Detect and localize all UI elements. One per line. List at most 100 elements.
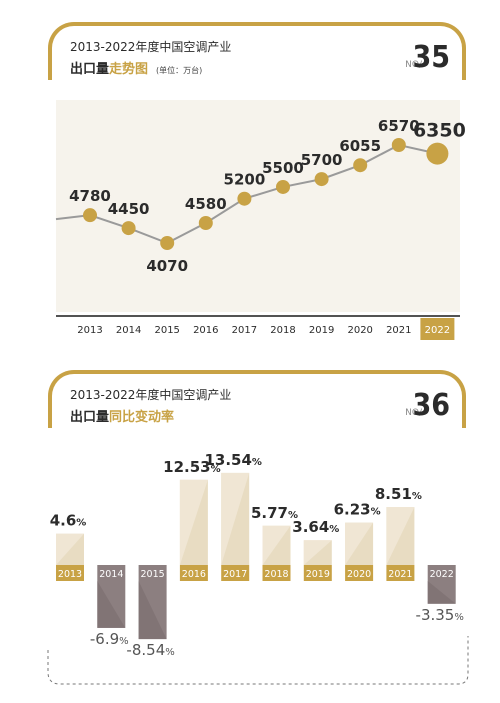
chart-number: 35 — [412, 40, 450, 75]
data-label: 4780 — [69, 187, 111, 205]
data-point — [391, 138, 406, 152]
category-tag — [56, 565, 84, 581]
value-unit: % — [288, 510, 298, 521]
x-tick-label: 2022 — [425, 325, 450, 336]
category-tag — [221, 565, 250, 581]
value-label: 4.6% — [50, 512, 87, 530]
header-title-accent: 同比变动率 — [109, 410, 175, 425]
value-label: 12.53% — [163, 458, 220, 476]
x-tick-label: 2018 — [270, 325, 295, 336]
data-point — [121, 221, 136, 236]
no-label: NO/ — [405, 408, 422, 418]
data-point — [426, 142, 449, 165]
bar-shade — [221, 472, 250, 565]
category-label: 2013 — [58, 569, 82, 580]
category-tag — [179, 565, 208, 581]
category-tag — [427, 565, 456, 581]
bar-shade — [262, 525, 291, 565]
data-label: 4070 — [146, 257, 188, 275]
bar-shade — [345, 522, 374, 565]
x-tick-label: 2020 — [347, 325, 372, 336]
category-label: 2015 — [141, 569, 165, 580]
data-point — [276, 179, 290, 194]
category-label: 2018 — [264, 569, 288, 580]
value-label: 6.23% — [334, 501, 381, 519]
bar-shade — [427, 581, 456, 604]
data-label: 5700 — [301, 151, 343, 169]
x-tick-label: 2014 — [116, 325, 141, 336]
category-tag — [386, 565, 415, 581]
value-number: -8.54 — [126, 641, 165, 659]
chart-number: 36 — [412, 388, 450, 423]
highlight-tick-bg — [420, 318, 455, 340]
x-tick-label: 2013 — [77, 325, 102, 336]
header-title-main: 出口量 — [70, 410, 110, 425]
line-chart-background — [56, 100, 460, 312]
header-title-main: 出口量 — [70, 62, 110, 77]
bar-shade — [138, 581, 167, 640]
x-tick-label: 2019 — [309, 325, 334, 336]
category-tag — [303, 565, 332, 581]
bar-shade — [303, 540, 332, 565]
dashed-bracket — [47, 636, 469, 685]
header-title: 出口量同比变动率 — [70, 406, 174, 425]
category-label: 2022 — [430, 569, 454, 580]
category-tag — [262, 565, 291, 581]
value-label: 13.54% — [204, 451, 261, 469]
value-unit: % — [211, 464, 221, 475]
value-label: -3.35% — [416, 606, 464, 624]
value-number: 12.53 — [163, 458, 210, 476]
x-tick-label: 2015 — [154, 325, 179, 336]
no-label: NO/ — [405, 60, 422, 70]
data-point — [160, 236, 175, 250]
header-subtitle: 2013-2022年度中国空调产业 — [70, 40, 232, 54]
category-label: 2017 — [223, 569, 247, 580]
value-number: -3.35 — [416, 606, 455, 624]
value-number: -6.9 — [90, 630, 119, 648]
bar-shade — [56, 533, 84, 565]
bar-shade — [386, 507, 415, 565]
value-unit: % — [165, 647, 175, 658]
data-label: 4450 — [108, 200, 150, 218]
category-label: 2020 — [347, 569, 371, 580]
value-number: 5.77 — [251, 504, 288, 522]
value-label: -8.54% — [126, 641, 174, 659]
data-label: 5500 — [262, 159, 304, 177]
unit-label: (单位：万台) — [156, 66, 203, 75]
value-label: -6.9% — [90, 630, 129, 648]
value-unit: % — [329, 524, 339, 535]
data-point — [314, 172, 329, 187]
value-number: 6.23 — [334, 501, 371, 519]
data-point — [353, 158, 368, 173]
data-point — [237, 191, 252, 206]
x-tick-label: 2016 — [193, 325, 218, 336]
bar-shade — [179, 479, 208, 565]
x-tick-label: 2017 — [232, 325, 257, 336]
category-label: 2014 — [99, 569, 123, 580]
value-unit: % — [119, 636, 129, 647]
category-tag — [345, 565, 374, 581]
x-tick-label: 2021 — [386, 325, 411, 336]
value-number: 13.54 — [204, 451, 251, 469]
value-label: 3.64% — [292, 518, 339, 536]
category-label: 2021 — [388, 569, 412, 580]
header-title: 出口量走势图 (单位：万台) — [70, 58, 202, 77]
bar-shade — [97, 581, 126, 628]
value-unit: % — [454, 612, 464, 623]
value-number: 8.51 — [375, 485, 412, 503]
category-label: 2016 — [182, 569, 206, 580]
data-label: 4580 — [185, 195, 227, 213]
category-tag — [138, 565, 167, 581]
header-title-accent: 走势图 — [109, 62, 149, 77]
category-label: 2019 — [306, 569, 330, 580]
header-subtitle: 2013-2022年度中国空调产业 — [70, 388, 232, 402]
data-point — [83, 208, 97, 223]
data-label: 6350 — [413, 120, 466, 142]
value-label: 5.77% — [251, 504, 298, 522]
data-label: 6055 — [339, 137, 381, 155]
bar-chart-header: 2013-2022年度中国空调产业 出口量同比变动率 NO/ 36 — [48, 370, 466, 428]
category-tag — [97, 565, 126, 581]
data-label: 5200 — [224, 171, 266, 189]
